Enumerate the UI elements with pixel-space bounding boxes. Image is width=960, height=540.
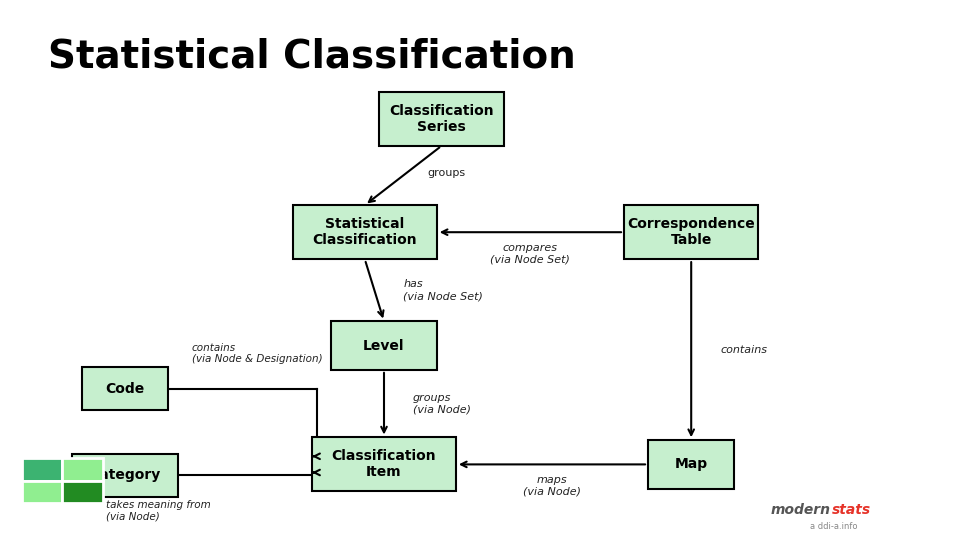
Text: contains: contains xyxy=(720,345,767,355)
FancyBboxPatch shape xyxy=(82,367,168,410)
Text: modern: modern xyxy=(770,503,830,517)
Text: Statistical Classification: Statistical Classification xyxy=(48,38,576,76)
Text: Statistical
Classification: Statistical Classification xyxy=(313,217,417,247)
FancyBboxPatch shape xyxy=(648,440,734,489)
FancyBboxPatch shape xyxy=(312,437,456,491)
Text: Code: Code xyxy=(106,382,144,396)
Text: compares
(via Node Set): compares (via Node Set) xyxy=(491,243,570,265)
Text: Map: Map xyxy=(675,457,708,471)
FancyBboxPatch shape xyxy=(72,454,178,497)
FancyBboxPatch shape xyxy=(331,321,437,370)
Text: Classification
Series: Classification Series xyxy=(390,104,493,134)
Text: stats: stats xyxy=(832,503,872,517)
Text: Category: Category xyxy=(89,468,160,482)
FancyBboxPatch shape xyxy=(379,92,504,146)
Text: Classification
Item: Classification Item xyxy=(332,449,436,480)
Text: a ddi-a.info: a ddi-a.info xyxy=(809,522,857,531)
Text: maps
(via Node): maps (via Node) xyxy=(523,475,581,497)
Text: contains
(via Node & Designation): contains (via Node & Designation) xyxy=(192,343,323,364)
FancyBboxPatch shape xyxy=(624,205,758,259)
FancyBboxPatch shape xyxy=(62,481,103,503)
FancyBboxPatch shape xyxy=(22,458,62,481)
Text: groups
(via Node): groups (via Node) xyxy=(413,393,470,415)
Text: takes meaning from
(via Node): takes meaning from (via Node) xyxy=(106,500,210,521)
FancyBboxPatch shape xyxy=(62,458,103,481)
FancyBboxPatch shape xyxy=(22,481,62,503)
Text: has
(via Node Set): has (via Node Set) xyxy=(403,280,483,301)
FancyBboxPatch shape xyxy=(293,205,437,259)
Text: Level: Level xyxy=(363,339,405,353)
Text: groups: groups xyxy=(427,168,466,178)
Text: Correspondence
Table: Correspondence Table xyxy=(627,217,756,247)
